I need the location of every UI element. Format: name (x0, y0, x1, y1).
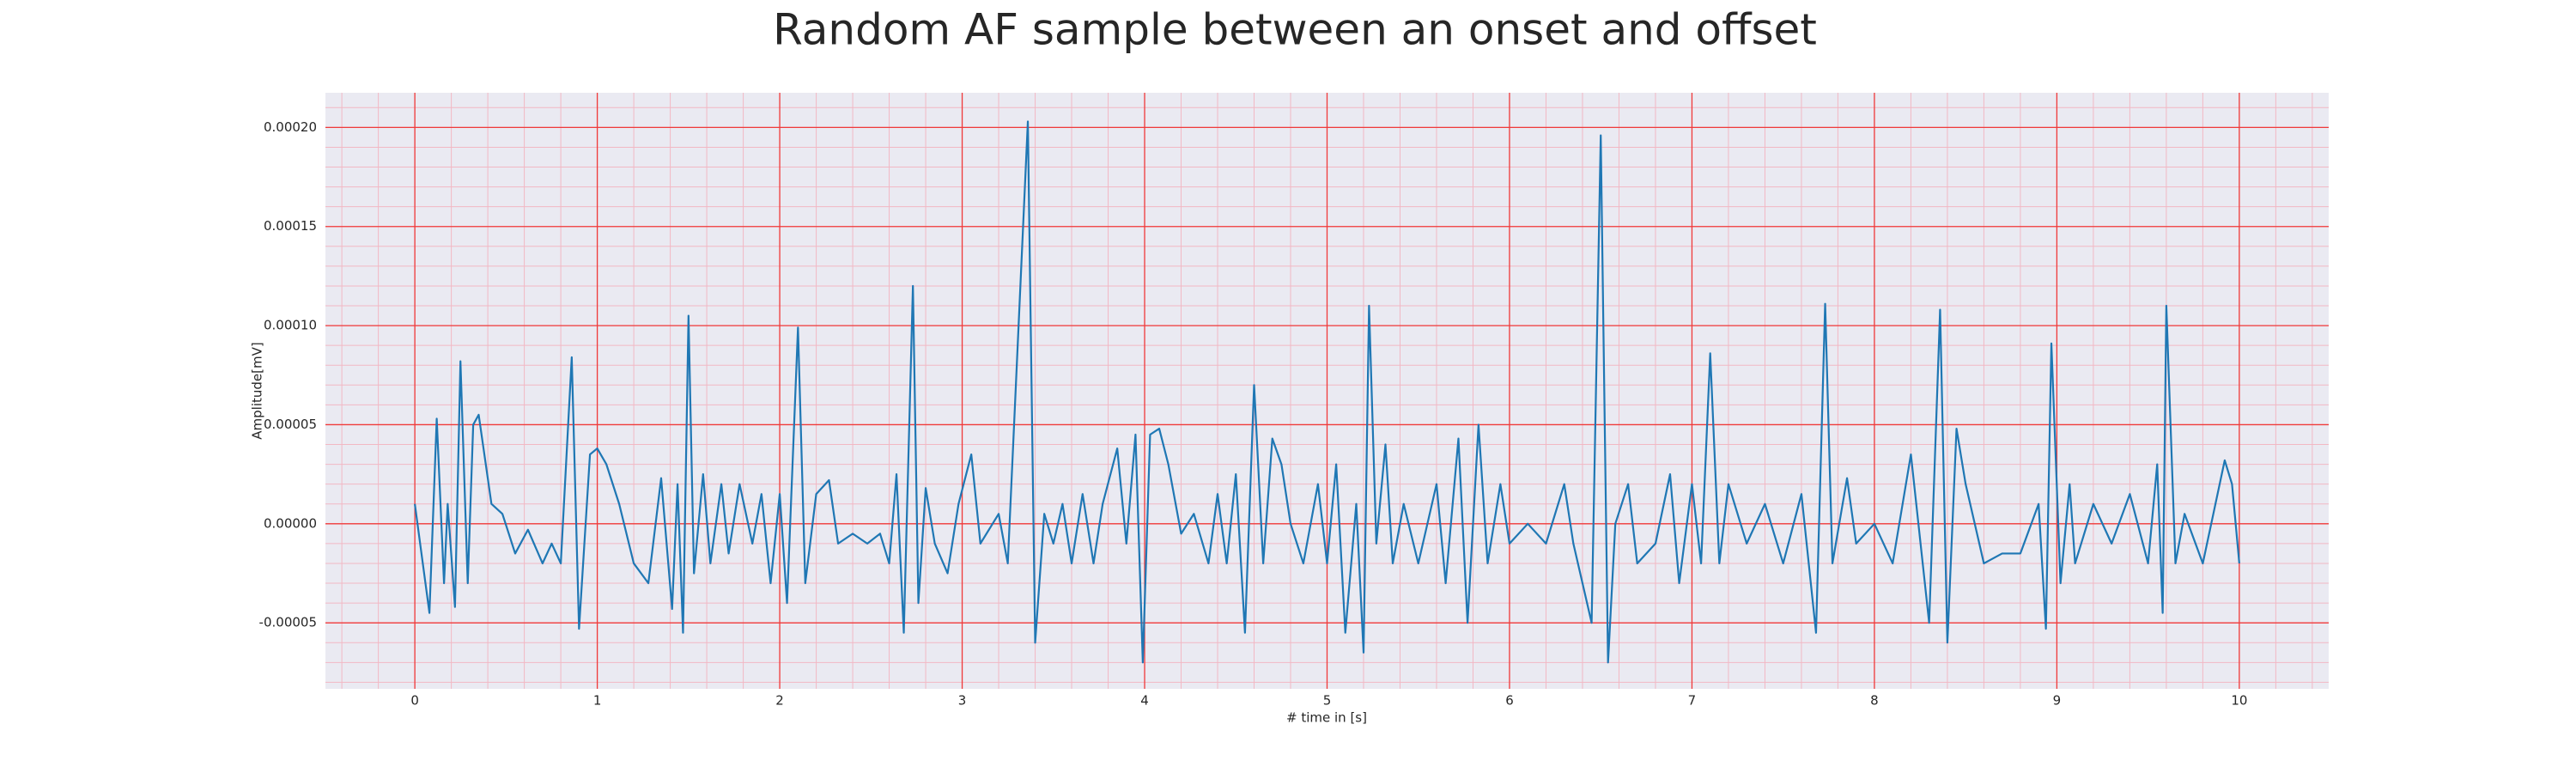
y-tick-label: 0.00000 (264, 515, 317, 531)
y-tick-label: 0.00005 (264, 417, 317, 432)
x-tick-label: 6 (1505, 693, 1514, 709)
x-tick-label: 10 (2231, 693, 2247, 709)
x-tick-label: 1 (593, 693, 602, 709)
y-axis-label: Amplitude[mV] (250, 342, 265, 439)
chart-title: Random AF sample between an onset and of… (773, 5, 1817, 55)
y-tick-label: 0.00020 (264, 119, 317, 135)
x-tick-label: 0 (410, 693, 419, 709)
y-tick-label: -0.00005 (259, 615, 317, 630)
x-tick-label: 5 (1323, 693, 1332, 709)
y-tick-label: 0.00010 (264, 318, 317, 333)
y-tick-label: 0.00015 (264, 218, 317, 234)
x-tick-label: 4 (1140, 693, 1149, 709)
x-tick-label: 9 (2053, 693, 2062, 709)
x-tick-label: 8 (1870, 693, 1879, 709)
x-tick-label: 7 (1688, 693, 1697, 709)
x-tick-label: 2 (775, 693, 784, 709)
x-tick-label: 3 (958, 693, 967, 709)
x-axis-label: # time in [s] (1286, 710, 1367, 726)
signal-line (414, 120, 2240, 664)
